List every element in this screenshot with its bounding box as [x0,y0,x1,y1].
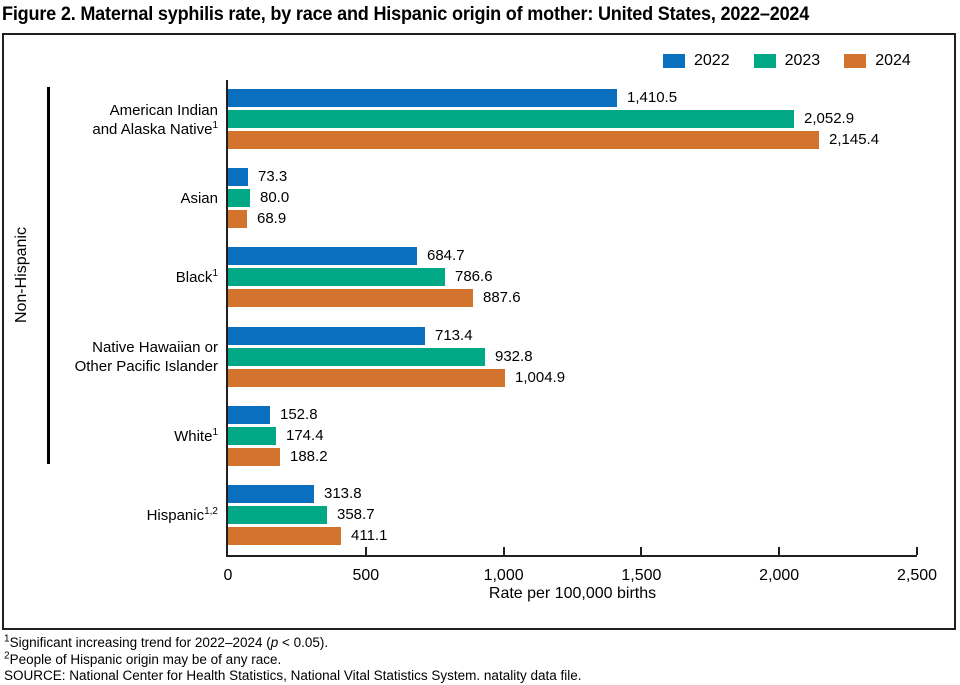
figure-title: Figure 2. Maternal syphilis rate, by rac… [2,4,810,25]
bar-2024 [228,131,819,149]
x-tick [640,547,643,555]
footnote-marker: 1,2 [204,505,218,517]
bar-2023 [228,426,276,445]
bar-value-label: 2,052.9 [804,110,855,127]
bar-value-label: 411.1 [351,526,388,544]
bar-value-label: 786.6 [455,268,493,286]
footnote-line: SOURCE: National Center for Health Stati… [4,668,582,683]
bar-2022 [228,405,270,424]
footnote-line: 1Significant increasing trend for 2022–2… [4,633,329,650]
x-tick-label: 0 [223,567,233,584]
y-axis-line [226,80,228,557]
x-tick [916,547,918,555]
footnote-marker: 1 [212,426,218,438]
legend-swatch-icon [663,54,685,68]
x-tick [502,547,505,555]
bar-value-label: 73.3 [258,168,288,186]
legend-item-2022: 2022 [663,52,730,70]
non-hispanic-label-wrap: Non-Hispanic [8,87,36,464]
bar-value-label: 1,004.9 [515,368,566,386]
x-tick-label: 1,000 [483,567,524,584]
x-tick-label: 2,500 [896,567,938,584]
x-tick-label: 1,500 [621,567,662,584]
bar-2023 [228,347,485,366]
legend-label: 2024 [875,52,911,69]
bar-2024 [228,447,280,466]
bar-2022 [228,484,314,503]
non-hispanic-label: Non-Hispanic [13,227,30,324]
category-label: Asian [180,190,218,208]
legend-label: 2022 [694,52,730,69]
legend-item-2024: 2024 [844,52,911,70]
bar-2024 [228,289,473,308]
bar-value-label: 1,410.5 [627,89,678,106]
plot-area: 1,410.5 73.3 684.7 713.4 152.8 313.8 2,052.9 80… [224,80,937,584]
bar-value-label: 2,145.4 [829,131,880,148]
footnote-marker: 1 [212,268,218,280]
bar-value-label: 152.8 [280,405,318,423]
category-label: American Indian and Alaska Native1 [92,101,218,138]
bar-value-label: 68.9 [257,210,287,228]
bar-value-label: 80.0 [260,189,290,207]
x-tick [364,547,367,555]
legend-label: 2023 [784,52,821,69]
category-label: White1 [174,426,218,445]
footnote-line: 2People of Hispanic origin may be of any… [4,650,282,667]
legend-item-2023: 2023 [753,52,821,70]
bar-value-label: 313.8 [324,484,362,502]
bar-value-label: 887.6 [483,289,521,307]
legend-swatch-icon [753,54,776,68]
bar-2023 [228,268,445,287]
bar-value-label: 684.7 [427,247,465,265]
bar-2024 [228,526,341,545]
bar-2022 [228,247,417,266]
bar-2023 [228,505,327,524]
bar-2022 [228,168,248,187]
x-tick-label: 500 [352,567,380,584]
bar-2023 [228,189,250,208]
bar-2024 [228,210,247,229]
footnote-marker: 1 [212,119,218,131]
x-axis-line [226,555,917,557]
category-axis: American Indian and Alaska Native1 Asian Bl… [40,80,218,555]
x-tick-label: 2,000 [759,567,800,584]
bar-value-label: 932.8 [495,347,533,365]
bar-value-label: 713.4 [435,326,473,344]
bar-2024 [228,368,505,387]
category-label: Hispanic1,2 [146,505,218,524]
footnotes: 1Significant increasing trend for 2022–2… [4,633,582,685]
non-hispanic-bracket [47,87,50,464]
category-label: Black1 [175,268,218,287]
bar-value-label: 358.7 [337,505,375,523]
bar-value-label: 188.2 [290,447,328,465]
x-axis-title: Rate per 100,000 births [488,585,657,602]
legend: 2022 2023 2024 [663,52,911,70]
category-label: Native Hawaiian or Other Pacific Islander [74,339,218,376]
bar-2023 [228,110,794,128]
bar-2022 [228,89,617,107]
legend-swatch-icon [844,54,867,68]
bar-value-label: 174.4 [286,426,324,444]
bar-2022 [228,326,425,345]
x-tick [778,547,781,555]
